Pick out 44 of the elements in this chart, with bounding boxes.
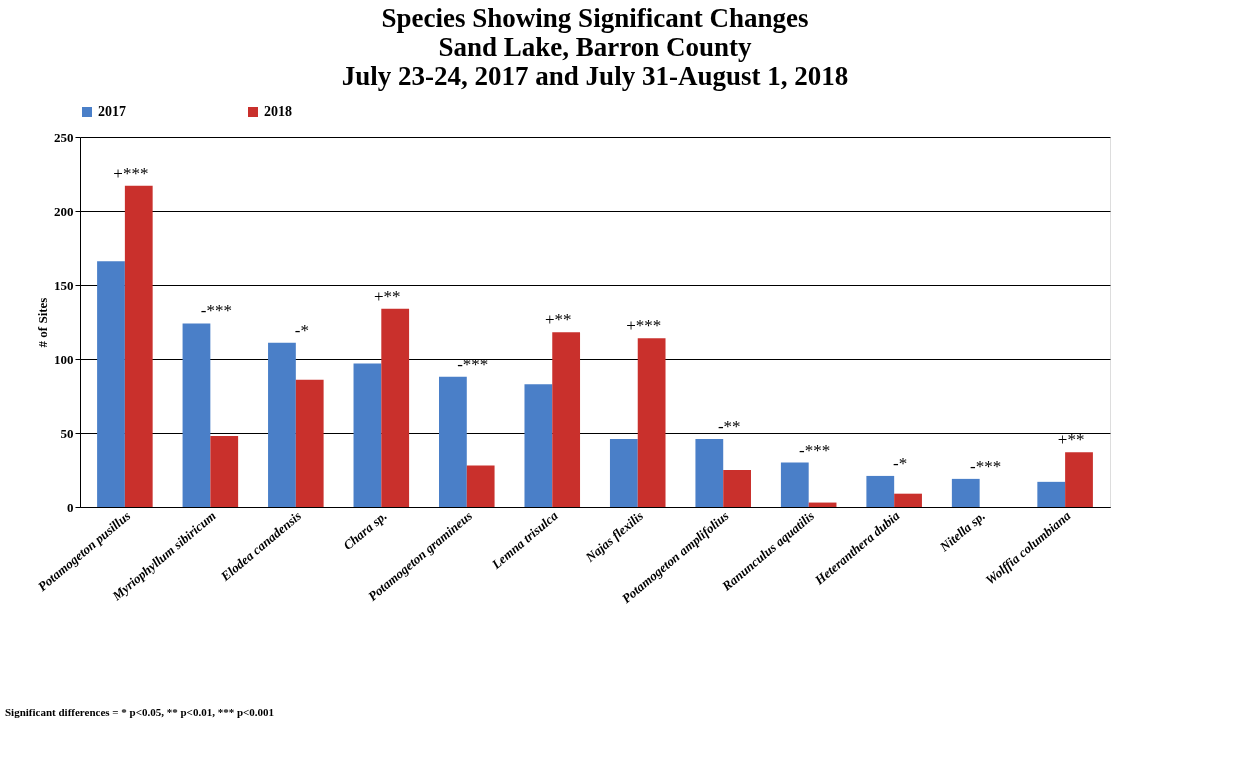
chart-title: Species Showing Significant Changes Sand Lake, Barron County July 23-24, 2017 and July 31-August 1, 2018 <box>341 3 849 91</box>
bar <box>637 338 666 507</box>
bar <box>552 332 581 507</box>
bar <box>951 478 980 507</box>
y-tick-label: 50 <box>60 425 74 441</box>
annotation: +** <box>1057 430 1085 450</box>
annotation: +** <box>374 286 401 306</box>
y-tick-label: 0 <box>67 499 74 515</box>
bar <box>466 465 495 507</box>
bar <box>524 384 553 507</box>
y-axis-title: # of Sites <box>35 297 50 348</box>
y-tick-label: 200 <box>54 203 74 219</box>
y-tick-label: 250 <box>54 129 74 145</box>
bar <box>609 438 638 507</box>
bar <box>1037 481 1066 507</box>
y-tick-label: 100 <box>54 351 74 367</box>
annotation: -*** <box>799 440 831 460</box>
bar <box>210 435 239 507</box>
bar <box>381 308 410 507</box>
legend-label: 2018 <box>264 104 292 119</box>
annotation: -* <box>294 320 309 340</box>
bar <box>353 363 382 507</box>
annotation: -*** <box>200 301 232 321</box>
bar <box>1065 452 1093 507</box>
bar <box>894 493 922 507</box>
bar <box>182 323 211 507</box>
bar <box>780 462 809 507</box>
legend-label: 2017 <box>98 104 126 119</box>
bar <box>295 379 324 507</box>
bar <box>695 438 724 507</box>
bar <box>866 475 895 507</box>
annotation: +** <box>544 310 572 330</box>
annotation: +*** <box>113 163 149 183</box>
bar <box>439 376 467 507</box>
bar <box>97 261 125 507</box>
bar <box>124 185 153 507</box>
bar <box>268 342 296 507</box>
text: Significant differences = * p<0.05, ** p<0.01, *** p<0.001 <box>5 706 275 718</box>
annotation: -*** <box>970 456 1002 476</box>
y-tick-label: 150 <box>54 277 74 293</box>
annotation: -* <box>893 453 908 473</box>
bar <box>723 470 751 507</box>
annotation: +*** <box>626 316 662 336</box>
annotation: -** <box>717 416 741 436</box>
